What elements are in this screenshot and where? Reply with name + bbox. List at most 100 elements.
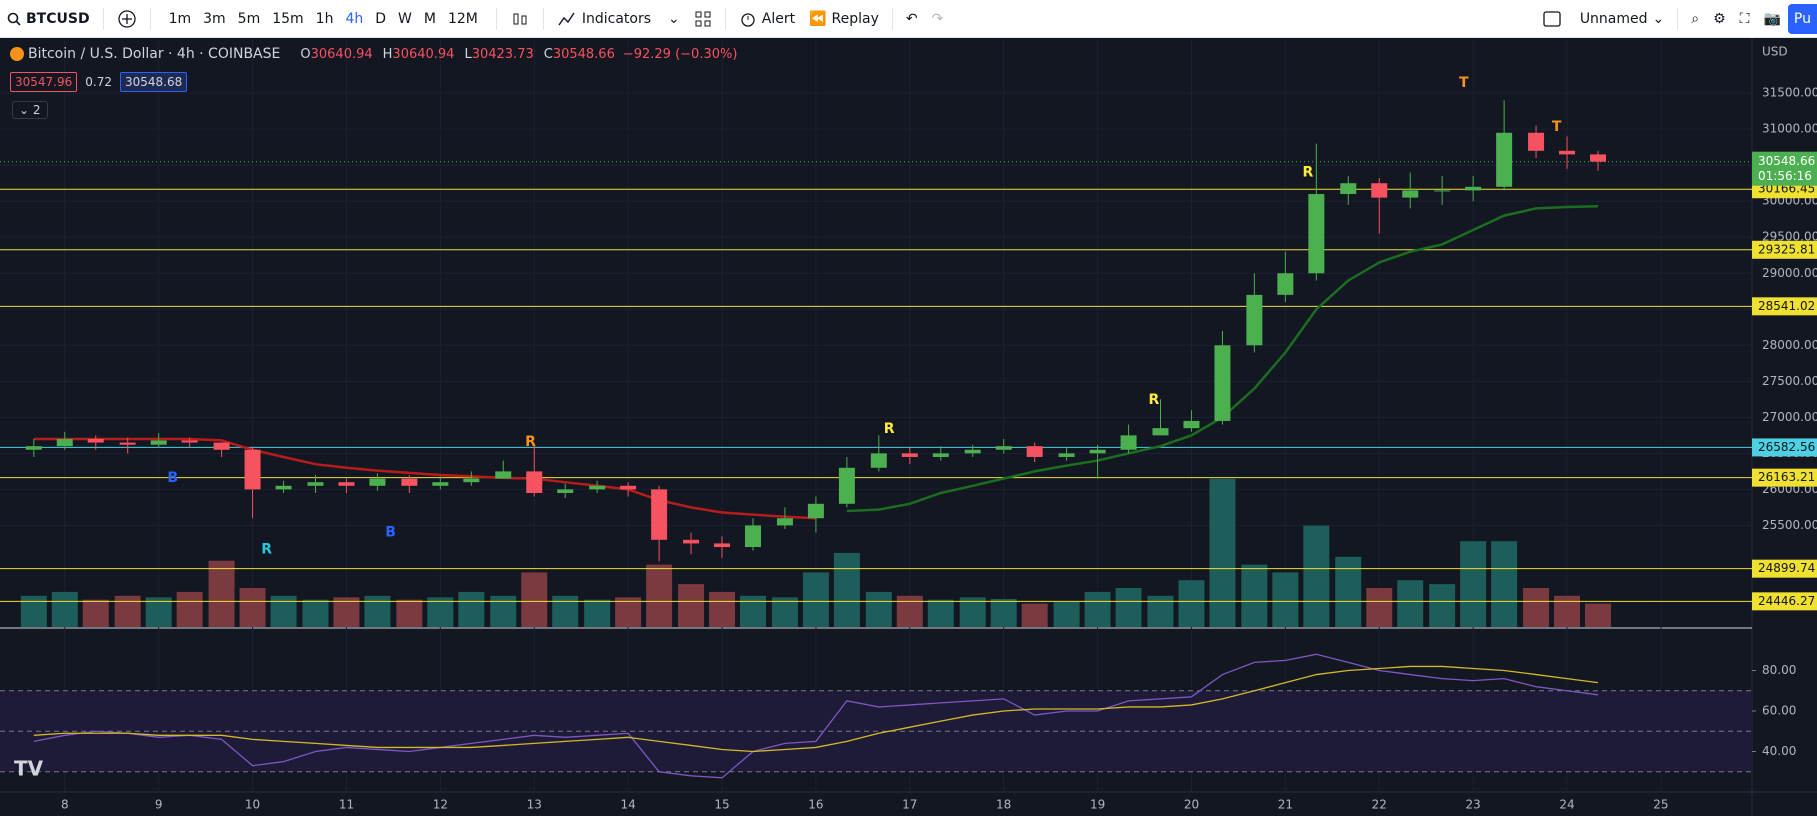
y-tick-label: 27500.00	[1762, 374, 1817, 388]
y-tick-label: 25500.00	[1762, 518, 1817, 532]
candle-body	[1246, 294, 1263, 346]
interval-button[interactable]: 3m	[203, 10, 226, 27]
volume-bar	[364, 595, 391, 627]
tv-logo[interactable]: TV	[14, 757, 44, 781]
symbol-search[interactable]: BTCUSD	[0, 11, 97, 27]
volume-bar	[1209, 478, 1236, 627]
candle-body	[1528, 132, 1545, 151]
x-tick-label: 19	[1090, 798, 1105, 812]
candle-body	[401, 478, 418, 486]
y-tick-label: 31000.00	[1762, 122, 1817, 136]
x-tick-label: 17	[902, 798, 917, 812]
level-label-box	[1752, 240, 1817, 259]
spread-value: 0.72	[85, 75, 112, 89]
indicators-label: Indicators	[581, 10, 652, 27]
signal-label: R	[884, 421, 895, 437]
replay-button[interactable]: ⏪ Replay	[802, 11, 886, 27]
volume-bar	[20, 595, 47, 627]
plus-icon	[117, 9, 136, 28]
chevron: ⌄	[1652, 10, 1665, 27]
alert-button[interactable]: Alert	[732, 10, 802, 28]
snapshot-button[interactable]: 📷	[1763, 10, 1781, 27]
last-price-label: 30548.66	[1758, 154, 1815, 168]
fullscreen-button[interactable]: ⛶	[1739, 10, 1750, 27]
interval-button[interactable]: 1m	[168, 10, 192, 27]
candle-body	[25, 446, 42, 450]
x-tick-label: 21	[1278, 798, 1293, 812]
level-label: 26163.21	[1758, 470, 1815, 484]
templates-button[interactable]	[687, 10, 719, 28]
x-tick-label: 18	[996, 798, 1011, 812]
publish-button[interactable]: Pu	[1787, 3, 1817, 34]
interval-button[interactable]: W	[398, 10, 412, 27]
search-icon	[7, 12, 21, 26]
interval-button[interactable]: 5m	[237, 10, 261, 27]
separator	[724, 7, 726, 30]
candle-body	[620, 485, 637, 490]
chart-type-button[interactable]	[503, 9, 537, 29]
volume-bar	[1429, 584, 1456, 627]
currency-label[interactable]: USD	[1762, 45, 1788, 59]
interval-button[interactable]: 4h	[345, 10, 364, 27]
volume-bar	[1115, 588, 1142, 627]
rsi-line	[33, 653, 1599, 779]
interval-button[interactable]: D	[375, 10, 387, 27]
indicator-collapse[interactable]: ⌄ 2	[12, 101, 48, 119]
rsi-tick-label: 40.00	[1762, 744, 1796, 758]
candle-body	[1496, 132, 1513, 187]
ohlc-key: L	[464, 46, 472, 62]
candle-body	[745, 525, 762, 548]
bid-box[interactable]: 30547.96	[10, 72, 78, 92]
x-tick-label: 10	[245, 798, 260, 812]
candle-body	[1434, 190, 1451, 192]
interval-button[interactable]: 12M	[447, 10, 478, 27]
volume-bar	[1021, 603, 1048, 627]
y-tick-label: 27000.00	[1762, 410, 1817, 424]
undo-button[interactable]: ↶	[905, 10, 918, 27]
interval-button[interactable]: M	[423, 10, 436, 27]
level-label: 24899.74	[1758, 561, 1815, 575]
collapsed-count: 2	[32, 103, 41, 117]
volume-bar	[1585, 603, 1612, 627]
settings-button[interactable]: ⚙	[1713, 10, 1726, 27]
y-tick-label: 28000.00	[1762, 338, 1817, 352]
quick-search-button[interactable]: ⌕	[1691, 10, 1700, 27]
volume-bar	[427, 597, 454, 627]
volume-bar	[302, 599, 329, 627]
volume-bar	[678, 584, 705, 627]
volume-bar	[145, 597, 172, 627]
ask-box[interactable]: 30548.68	[119, 72, 188, 92]
trend-line	[33, 437, 816, 520]
interval-button[interactable]: 15m	[272, 10, 304, 27]
redo-button[interactable]: ↷	[931, 10, 944, 27]
candle-body	[1152, 428, 1169, 436]
candle-body	[56, 438, 73, 447]
separator	[1677, 7, 1679, 30]
y-tick-label: 31500.00	[1762, 86, 1817, 100]
candle-body	[1371, 183, 1388, 198]
layout-button[interactable]: Unnamed ⌄	[1536, 10, 1671, 28]
candle-body	[870, 453, 887, 468]
volume-bar	[802, 572, 829, 627]
volume-bar	[458, 591, 485, 627]
x-tick-label: 20	[1184, 798, 1199, 812]
signal-label: R	[1303, 164, 1314, 180]
x-tick-label: 14	[620, 798, 635, 812]
volume-bar	[1491, 541, 1518, 627]
x-tick-label: 8	[61, 798, 69, 812]
compare-button[interactable]	[110, 9, 144, 29]
candle-body	[463, 478, 480, 483]
indicators-button[interactable]: Indicators ⌄	[550, 10, 687, 28]
separator	[495, 7, 497, 30]
candle-body	[1183, 420, 1200, 429]
interval-button[interactable]: 1h	[315, 10, 334, 27]
alert-icon	[741, 12, 755, 27]
indicators-icon	[558, 12, 575, 25]
symbol-title[interactable]: Bitcoin / U.S. Dollar · 4h · COINBASE	[28, 46, 281, 62]
ohlc-value: 30548.66	[552, 46, 615, 62]
rsi-tick-label: 60.00	[1762, 704, 1796, 718]
level-label: 29325.81	[1758, 242, 1815, 256]
volume-bar	[646, 564, 673, 627]
volume-bar	[833, 552, 860, 627]
alert-label: Alert	[761, 10, 796, 27]
